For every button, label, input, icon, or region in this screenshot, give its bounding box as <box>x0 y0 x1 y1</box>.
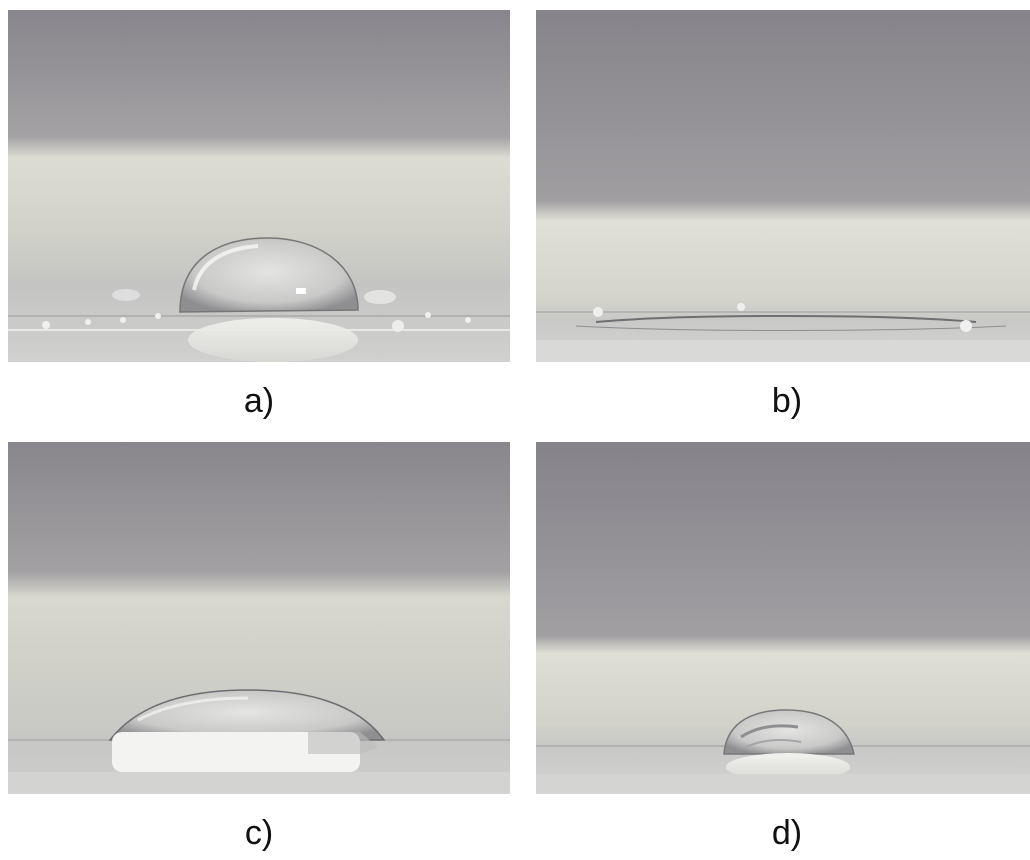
droplet-photo-d <box>536 442 1030 794</box>
photo-panel-d <box>536 442 1030 794</box>
caption-a: a) <box>243 382 275 420</box>
photo-panel-b <box>536 10 1030 362</box>
photo-panel-a <box>8 10 510 362</box>
caption-c: c) <box>244 814 274 852</box>
caption-d: d) <box>771 814 803 852</box>
photo-panel-c <box>8 442 510 794</box>
droplet-photo-a <box>8 10 510 362</box>
droplet-photo-c <box>8 442 510 794</box>
caption-b: b) <box>771 382 803 420</box>
droplet-photo-b <box>536 10 1030 362</box>
